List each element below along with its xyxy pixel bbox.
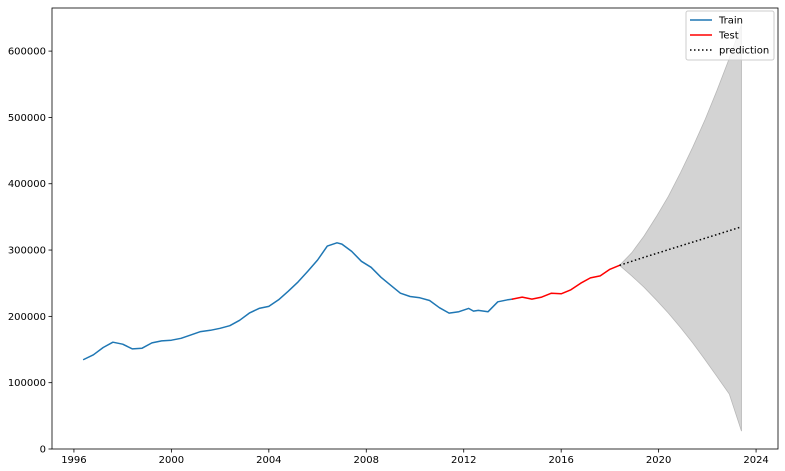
x-tick-label: 1996 (61, 455, 86, 466)
train-series-line (82, 242, 514, 361)
y-tick-label: 400000 (8, 179, 46, 190)
confidence-band-layer (619, 24, 742, 432)
prediction-series-line (619, 226, 742, 267)
legend-label-prediction: prediction (719, 46, 769, 57)
legend: Train Test prediction (685, 10, 775, 61)
x-axis: 1996 2000 2004 2008 2012 2016 2020 2024 (61, 449, 769, 466)
legend-box (685, 10, 775, 61)
x-tick-label: 2020 (646, 455, 671, 466)
test-series-line (511, 264, 621, 300)
plot-frame (51, 7, 779, 450)
legend-label-test: Test (718, 31, 739, 42)
x-tick-label: 2004 (256, 455, 281, 466)
legend-label-train: Train (718, 16, 743, 27)
series-layer (82, 226, 742, 361)
y-axis: 0 100000 200000 300000 400000 500000 600000 (8, 47, 52, 456)
x-tick-label: 2000 (159, 455, 184, 466)
x-tick-label: 2016 (548, 455, 573, 466)
y-tick-label: 500000 (8, 113, 46, 124)
y-tick-label: 100000 (8, 378, 46, 389)
x-tick-label: 2008 (354, 455, 379, 466)
y-tick-label: 200000 (8, 312, 46, 323)
y-tick-label: 0 (40, 445, 46, 456)
x-tick-label: 2024 (743, 455, 768, 466)
x-tick-label: 2012 (451, 455, 476, 466)
y-tick-label: 300000 (8, 246, 46, 257)
y-tick-label: 600000 (8, 47, 46, 58)
confidence-band (619, 24, 742, 432)
